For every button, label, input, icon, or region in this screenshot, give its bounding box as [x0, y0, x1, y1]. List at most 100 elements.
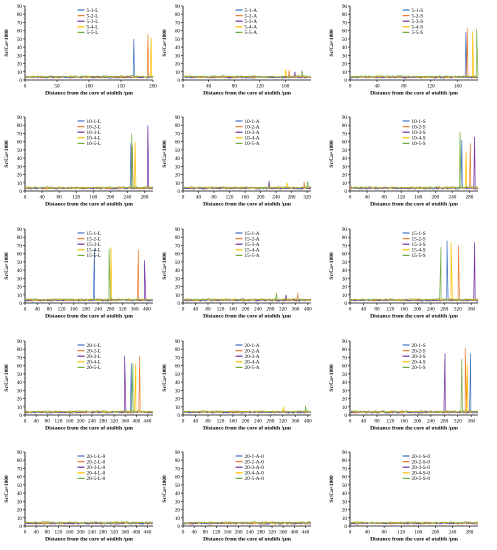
legend-label: 10-5-A [245, 141, 260, 147]
x-tick-label: 80 [211, 195, 217, 201]
x-tick-label: 280 [141, 195, 149, 201]
y-tick-label: 10 [342, 405, 348, 411]
x-tick-label: 240 [254, 307, 262, 313]
x-axis-title: Distance from the core of otolith /μm [203, 91, 291, 97]
y-tick-label: 40 [342, 268, 348, 274]
legend-label: 15-5-L [87, 253, 101, 259]
y-axis-title: Sr/Ca×1000 [162, 364, 168, 392]
y-tick-label: 60 [17, 29, 23, 35]
y-tick-label: 40 [175, 268, 181, 274]
x-tick-label: 360 [131, 307, 139, 313]
y-tick-label: 0 [19, 524, 22, 530]
legend-label: 15-4-L [87, 248, 101, 254]
legend-label: 5-5-S [412, 30, 424, 36]
y-tick-label: 10 [175, 293, 181, 299]
x-tick-label: 80 [203, 530, 209, 536]
y-tick-label: 20 [175, 285, 181, 291]
legend-label: 15-5-A [245, 253, 260, 259]
y-tick-label: 50 [17, 483, 23, 489]
x-tick-label: 40 [361, 419, 367, 425]
x-tick-label: 0 [182, 419, 185, 425]
series-line-20-4-S [349, 364, 479, 413]
chart-panel-5: 0 10 20 30 40 50 60 70 80 90 0 40 80 120 160 200 240 280 3… [162, 115, 311, 208]
x-tick-label: 360 [279, 530, 287, 536]
series-line-20-5-S-0 [349, 521, 479, 524]
x-tick-label: 80 [45, 530, 51, 536]
x-tick-label: 280 [106, 307, 114, 313]
series-line-5-4-S [349, 31, 479, 78]
x-tick-label: 400 [304, 307, 312, 313]
x-tick-label: 80 [47, 307, 53, 313]
y-tick-label: 80 [17, 235, 23, 241]
y-tick-label: 70 [17, 243, 23, 249]
legend-label: 10-2-A [245, 124, 260, 130]
legend-label: 20-3-S [412, 354, 426, 360]
y-tick-label: 50 [175, 148, 181, 154]
y-tick-label: 40 [17, 380, 23, 386]
y-tick-label: 40 [17, 268, 23, 274]
y-tick-label: 30 [342, 53, 348, 59]
y-tick-label: 70 [17, 20, 23, 26]
y-tick-label: 20 [175, 397, 181, 403]
x-tick-label: 0 [182, 84, 185, 90]
x-tick-label: 40 [193, 307, 199, 313]
legend-label: 10-4-S [412, 136, 426, 142]
y-tick-label: 90 [175, 450, 181, 456]
y-tick-label: 0 [344, 413, 347, 419]
y-tick-label: 10 [175, 516, 181, 522]
x-tick-label: 320 [454, 419, 462, 425]
y-tick-label: 40 [17, 45, 23, 51]
y-tick-label: 60 [342, 140, 348, 146]
legend-label: 20-3-L [87, 354, 101, 360]
legend-label: 5-2-A [245, 13, 258, 19]
y-tick-label: 50 [17, 148, 23, 154]
legend-label: 20-4-L [87, 360, 101, 366]
x-tick-label: 120 [55, 419, 63, 425]
x-tick-label: 160 [414, 195, 422, 201]
legend-label: 5-3-A [245, 19, 258, 25]
y-tick-label: 10 [175, 70, 181, 76]
x-tick-label: 200 [242, 419, 250, 425]
chart-panel-12: 0 10 20 30 40 50 60 70 80 90 0 40 80 120 160 200 240 280 3… [329, 339, 479, 432]
y-axis-title: Sr/Ca×1000 [4, 29, 10, 57]
x-tick-label: 160 [454, 84, 462, 90]
legend-label: 20-4-L-0 [87, 471, 106, 477]
legend-label: 10-1-L [87, 119, 101, 125]
x-tick-label: 120 [217, 419, 225, 425]
legend-label: 20-1-L-0 [87, 454, 106, 460]
y-tick-label: 80 [342, 235, 348, 241]
y-tick-label: 80 [17, 123, 23, 129]
legend-label: 20-1-L [87, 343, 101, 349]
y-tick-label: 0 [177, 413, 180, 419]
x-tick-label: 160 [241, 195, 249, 201]
x-tick-label: 280 [99, 419, 107, 425]
x-tick-label: 80 [374, 307, 380, 313]
series-line-20-1-L-0 [24, 522, 154, 525]
y-tick-label: 20 [17, 397, 23, 403]
x-tick-label: 240 [449, 195, 457, 201]
y-tick-label: 30 [17, 499, 23, 505]
x-axis-title: Distance from the core of otolith /μm [370, 91, 458, 97]
y-tick-label: 10 [175, 405, 181, 411]
y-tick-label: 0 [177, 78, 180, 84]
x-tick-label: 120 [397, 530, 405, 536]
legend-label: 20-2-S-0 [412, 459, 431, 465]
chart-panel-11: 0 10 20 30 40 50 60 70 80 90 0 40 80 120 160 200 240 280 3… [162, 339, 312, 432]
legend-label: 20-2-A [245, 348, 260, 354]
x-tick-label: 160 [414, 530, 422, 536]
legend: 20-1-L-020-2-L-020-3-L-020-4-L-020-5-L-0 [77, 454, 106, 482]
y-axis-title: Sr/Ca×1000 [162, 29, 168, 57]
legend-label: 10-3-L [87, 130, 101, 136]
y-tick-label: 0 [177, 301, 180, 307]
y-tick-label: 80 [342, 123, 348, 129]
legend-label: 15-1-L [87, 231, 101, 237]
y-tick-label: 60 [17, 364, 23, 370]
y-tick-label: 20 [17, 173, 23, 179]
legend-label: 10-3-S [412, 130, 426, 136]
y-axis-title: Sr/Ca×1000 [329, 252, 335, 280]
legend-label: 15-2-S [412, 236, 426, 242]
legend-label: 20-2-L-0 [87, 459, 106, 465]
y-axis-title: Sr/Ca×1000 [329, 364, 335, 392]
